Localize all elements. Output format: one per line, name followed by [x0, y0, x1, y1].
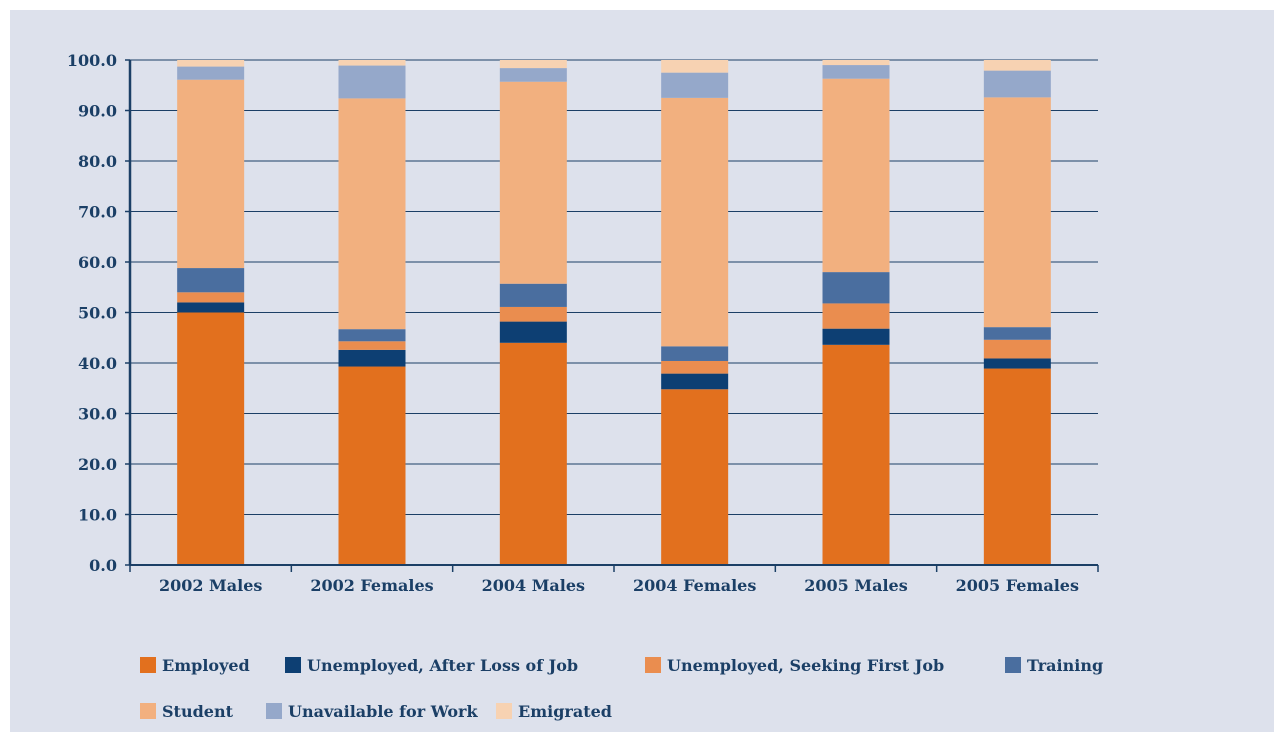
legend-swatch: [496, 703, 512, 719]
bar-segment-student: [661, 97, 729, 347]
bar-segment-unavailable-for-work: [177, 66, 245, 80]
bar-segment-student: [822, 78, 890, 273]
x-category-label: 2005 Females: [956, 576, 1079, 595]
y-tick-label: 90.0: [78, 102, 117, 121]
bar-segment-employed: [338, 366, 406, 565]
bar-segment-training: [338, 329, 406, 342]
x-category-label: 2004 Females: [633, 576, 756, 595]
legend-item: Unavailable for Work: [266, 702, 478, 721]
y-tick-label: 50.0: [78, 304, 117, 323]
legend-label: Student: [162, 702, 234, 721]
bar-segment-unemployed-after-loss-of-job: [983, 358, 1051, 369]
legend-label: Unemployed, After Loss of Job: [307, 656, 578, 675]
y-tick-label: 80.0: [78, 152, 117, 171]
legend-item: Student: [140, 702, 234, 721]
bar-segment-unemployed-after-loss-of-job: [499, 321, 567, 343]
bar-segment-unavailable-for-work: [661, 72, 729, 98]
bar-segment-unavailable-for-work: [499, 68, 567, 82]
bar-segment-unemployed-seeking-first-job: [338, 341, 406, 350]
legend-item: Training: [1005, 656, 1103, 675]
bar-segment-unemployed-seeking-first-job: [661, 360, 729, 374]
bar-segment-training: [983, 327, 1051, 340]
bar-segment-emigrated: [983, 60, 1051, 71]
y-tick-label: 40.0: [78, 354, 117, 373]
bar-segment-student: [983, 97, 1051, 328]
bar-segment-unemployed-seeking-first-job: [822, 303, 890, 329]
y-tick-label: 10.0: [78, 506, 117, 525]
legend-swatch: [140, 703, 156, 719]
y-tick-labels: 0.0 10.0 20.0 30.0 40.0 50.0 60.0 70.0 80.0 90.0 1…: [67, 51, 117, 575]
y-tick-label: 20.0: [78, 455, 117, 474]
legend-swatch: [140, 657, 156, 673]
y-tick-label: 70.0: [78, 203, 117, 222]
bar-segment-unavailable-for-work: [983, 70, 1051, 98]
bar-segment-unemployed-after-loss-of-job: [661, 373, 729, 390]
legend-swatch: [266, 703, 282, 719]
gridlines: [130, 59, 1098, 515]
legend-label: Employed: [162, 656, 250, 675]
x-category-label: 2002 Females: [310, 576, 433, 595]
axes: [125, 59, 1099, 572]
bar-segment-unavailable-for-work: [822, 65, 890, 79]
bar-segment-student: [338, 98, 406, 330]
bar-segment-emigrated: [661, 60, 729, 73]
y-tick-label: 100.0: [67, 51, 117, 70]
legend-swatch: [285, 657, 301, 673]
bar-segment-employed: [661, 389, 729, 565]
legend-label: Unavailable for Work: [288, 702, 478, 721]
legend-item: Employed: [140, 656, 250, 675]
legend-item: Unemployed, Seeking First Job: [645, 656, 944, 675]
bar-segment-training: [822, 272, 890, 304]
legend-swatch: [645, 657, 661, 673]
legend-label: Emigrated: [518, 702, 612, 721]
bar-segment-unemployed-after-loss-of-job: [338, 349, 406, 367]
bar-segment-unemployed-seeking-first-job: [983, 339, 1051, 359]
bar-segment-emigrated: [822, 60, 890, 66]
bar-segment-student: [499, 81, 567, 284]
bar-segment-unemployed-seeking-first-job: [177, 292, 245, 303]
legend: Employed Unemployed, After Loss of Job Une…: [140, 656, 1103, 721]
bar-segment-unemployed-after-loss-of-job: [822, 328, 890, 345]
bar-segment-training: [177, 268, 245, 293]
bar-segment-emigrated: [499, 60, 567, 69]
bar-segment-employed: [177, 312, 245, 565]
x-category-label: 2004 Males: [482, 576, 585, 595]
legend-item: Emigrated: [496, 702, 612, 721]
bar-segment-unemployed-seeking-first-job: [499, 306, 567, 322]
legend-swatch: [1005, 657, 1021, 673]
bar-segment-employed: [983, 368, 1051, 565]
bar-segment-emigrated: [177, 60, 245, 67]
bar-segment-employed: [499, 342, 567, 565]
legend-item: Unemployed, After Loss of Job: [285, 656, 578, 675]
bar-segment-student: [177, 79, 245, 269]
bar-segment-employed: [822, 344, 890, 565]
legend-label: Unemployed, Seeking First Job: [667, 656, 944, 675]
y-tick-label: 0.0: [89, 556, 117, 575]
legend-label: Training: [1027, 656, 1103, 675]
bar-segment-emigrated: [338, 60, 406, 66]
bar-segment-unavailable-for-work: [338, 65, 406, 99]
x-category-labels: 2002 Males 2002 Females 2004 Males 2004 Fem…: [159, 576, 1079, 595]
bar-segment-training: [661, 346, 729, 361]
bar-segment-unemployed-after-loss-of-job: [177, 302, 245, 313]
bar-segment-training: [499, 283, 567, 307]
y-tick-label: 60.0: [78, 253, 117, 272]
y-tick-label: 30.0: [78, 405, 117, 424]
x-category-label: 2005 Males: [804, 576, 907, 595]
x-category-label: 2002 Males: [159, 576, 262, 595]
bars: [177, 60, 1051, 565]
